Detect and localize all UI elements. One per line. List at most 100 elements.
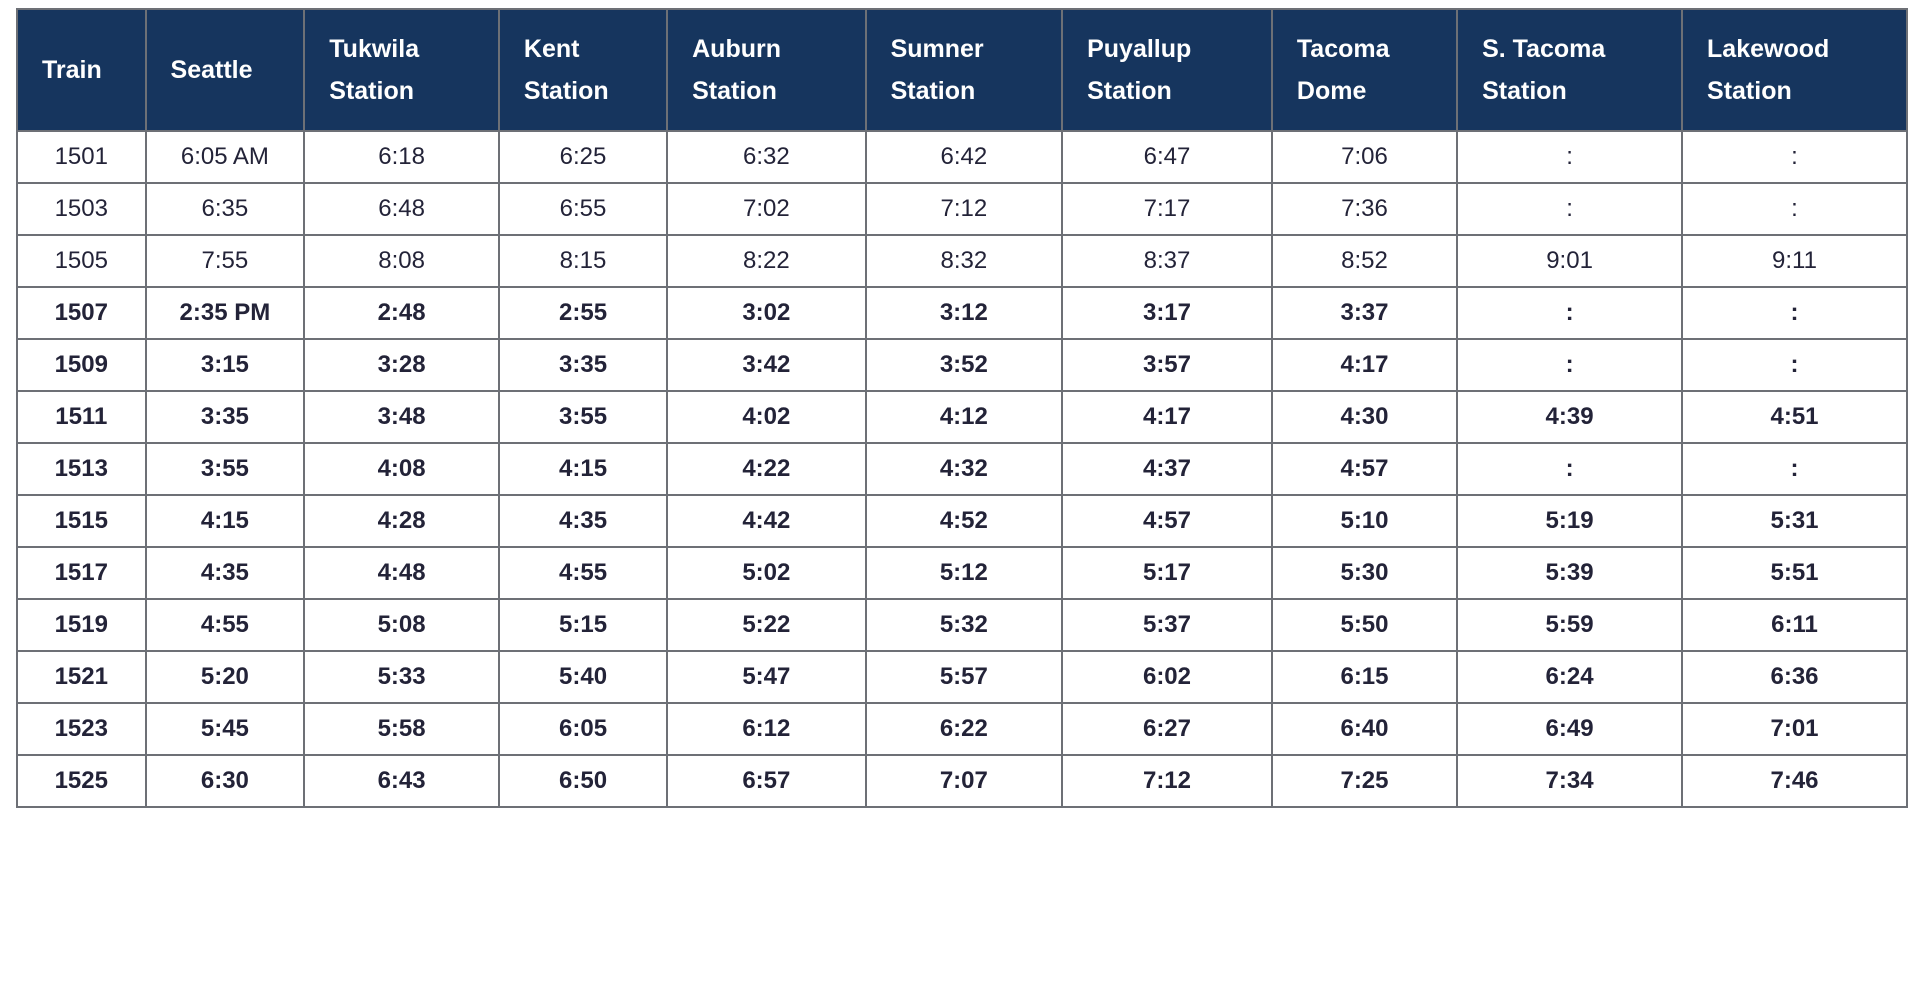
time-cell: 4:15 [497,442,669,496]
time-cell: 5:02 [666,546,867,600]
col-header-tukwila-station: Tukwila Station [303,8,500,132]
time-cell: 4:39 [1456,390,1684,444]
train-number-cell: 1523 [16,702,147,756]
schedule-row: 1509 3:15 3:28 3:35 3:42 3:52 3:57 4:17:: [16,338,1908,392]
time-cell: 3:02 [666,286,867,340]
time-cell: 6:18 [303,130,500,184]
time-cell: 5:51 [1681,546,1908,600]
time-cell: 2:48 [303,286,500,340]
time-cell: 7:02 [666,182,867,236]
train-number-cell: 1525 [16,754,147,808]
time-cell: 4:37 [1061,442,1273,496]
col-header-sumner-station: Sumner Station [864,8,1064,132]
time-cell: 4:35 [144,546,306,600]
time-cell: 5:39 [1456,546,1684,600]
time-cell: : [1456,442,1684,496]
time-cell: 4:30 [1270,390,1459,444]
train-number-cell: 1509 [16,338,147,392]
time-cell: 4:52 [864,494,1064,548]
time-cell: : [1456,286,1684,340]
time-cell: 3:37 [1270,286,1459,340]
train-number-cell: 1507 [16,286,147,340]
time-cell: 5:40 [497,650,669,704]
time-cell: 4:57 [1061,494,1273,548]
time-cell: 9:01 [1456,234,1684,288]
time-cell: : [1681,442,1908,496]
time-cell: : [1681,130,1908,184]
schedule-row: 1523 5:45 5:58 6:05 6:12 6:22 6:27 6:40 6:49 7:01 [16,702,1908,756]
time-cell: 3:12 [864,286,1064,340]
time-cell: 5:37 [1061,598,1273,652]
time-cell: 8:32 [864,234,1064,288]
time-cell: : [1681,286,1908,340]
time-cell: 5:47 [666,650,867,704]
schedule-row: 1515 4:15 4:28 4:35 4:42 4:52 4:57 5:10 5:19 5:31 [16,494,1908,548]
time-cell: 5:22 [666,598,867,652]
train-number-cell: 1513 [16,442,147,496]
schedule-row: 1501 6:05 AM 6:18 6:25 6:32 6:42 6:47 7:06:: [16,130,1908,184]
col-header-auburn-station: Auburn Station [666,8,867,132]
train-number-cell: 1501 [16,130,147,184]
col-header-train: Train [16,8,147,132]
time-cell: 5:10 [1270,494,1459,548]
time-cell: 5:08 [303,598,500,652]
time-cell: 9:11 [1681,234,1908,288]
time-cell: 8:08 [303,234,500,288]
time-cell: 4:17 [1270,338,1459,392]
time-cell: 3:15 [144,338,306,392]
time-cell: 4:51 [1681,390,1908,444]
time-cell: 6:25 [497,130,669,184]
time-cell: 2:55 [497,286,669,340]
time-cell: 5:33 [303,650,500,704]
time-cell: 4:15 [144,494,306,548]
schedule-row: 1511 3:35 3:48 3:55 4:02 4:12 4:17 4:30 4:39 4:51 [16,390,1908,444]
time-cell: 5:17 [1061,546,1273,600]
time-cell: 5:57 [864,650,1064,704]
time-cell: 4:35 [497,494,669,548]
time-cell: 5:20 [144,650,306,704]
time-cell: 3:57 [1061,338,1273,392]
time-cell: 6:47 [1061,130,1273,184]
col-header-kent-station: Kent Station [497,8,669,132]
time-cell: 3:52 [864,338,1064,392]
time-cell: 3:35 [144,390,306,444]
time-cell: 5:12 [864,546,1064,600]
time-cell: 7:07 [864,754,1064,808]
schedule-row: 1507 2:35 PM 2:48 2:55 3:02 3:12 3:17 3:37:: [16,286,1908,340]
time-cell: 6:35 [144,182,306,236]
schedule-body: 1501 6:05 AM 6:18 6:25 6:32 6:42 6:47 7:06::150… [16,130,1908,808]
col-header-lakewood-station: Lakewood Station [1681,8,1908,132]
time-cell: 3:28 [303,338,500,392]
time-cell: 6:30 [144,754,306,808]
col-header-seattle: Seattle [144,8,306,132]
time-cell: 5:45 [144,702,306,756]
train-number-cell: 1503 [16,182,147,236]
schedule-row: 1503 6:35 6:48 6:55 7:02 7:12 7:17 7:36:: [16,182,1908,236]
time-cell: 3:55 [144,442,306,496]
time-cell: 6:02 [1061,650,1273,704]
time-cell: 7:36 [1270,182,1459,236]
header-row: Train Seattle Tukwila Station Kent Stati… [16,8,1908,132]
schedule-row: 1505 7:55 8:08 8:15 8:22 8:32 8:37 8:52 9:01 9:11 [16,234,1908,288]
time-cell: 7:25 [1270,754,1459,808]
time-cell: 4:42 [666,494,867,548]
sounder-schedule-table: Train Seattle Tukwila Station Kent Stati… [16,8,1908,808]
time-cell: : [1456,182,1684,236]
time-cell: 6:50 [497,754,669,808]
time-cell: 8:15 [497,234,669,288]
schedule-row: 1513 3:55 4:08 4:15 4:22 4:32 4:37 4:57:: [16,442,1908,496]
time-cell: 7:17 [1061,182,1273,236]
time-cell: 6:27 [1061,702,1273,756]
time-cell: 3:48 [303,390,500,444]
train-number-cell: 1519 [16,598,147,652]
schedule-row: 1521 5:20 5:33 5:40 5:47 5:57 6:02 6:15 6:24 6:36 [16,650,1908,704]
time-cell: 5:30 [1270,546,1459,600]
time-cell: 5:32 [864,598,1064,652]
time-cell: : [1681,182,1908,236]
time-cell: 6:32 [666,130,867,184]
time-cell: 4:55 [497,546,669,600]
time-cell: 4:12 [864,390,1064,444]
time-cell: 7:12 [864,182,1064,236]
time-cell: 8:37 [1061,234,1273,288]
time-cell: 3:55 [497,390,669,444]
